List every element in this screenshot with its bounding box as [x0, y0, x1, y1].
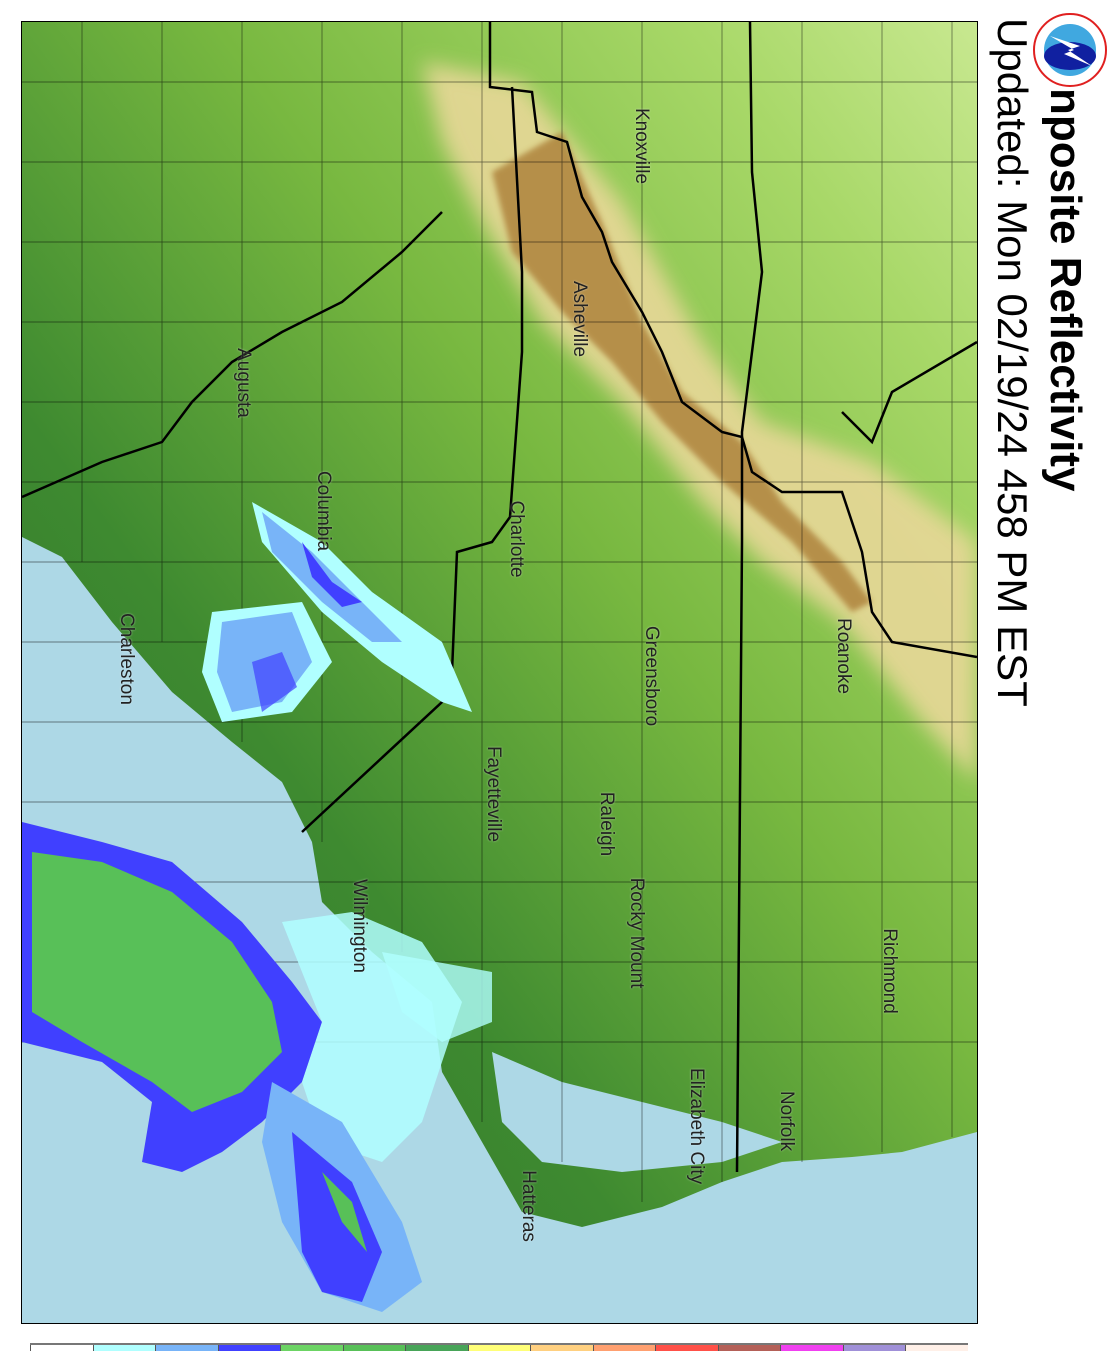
legend-swatch	[405, 1345, 468, 1351]
legend-swatch	[842, 1345, 905, 1351]
mountain-ridge	[492, 132, 872, 612]
legend-swatch	[155, 1345, 218, 1351]
city-label-wilmington: Wilmington	[349, 879, 370, 973]
legend-swatch	[530, 1345, 593, 1351]
city-label-fayetteville: Fayetteville	[483, 745, 504, 843]
legend-swatch	[905, 1345, 968, 1351]
nws-logo-icon	[1033, 13, 1107, 87]
radar-map[interactable]: Knoxville Asheville Augusta Columbia Cha…	[21, 21, 978, 1324]
legend-swatch	[280, 1345, 343, 1351]
city-label-hatteras: Hatteras	[518, 1170, 539, 1242]
radar-echoes	[22, 502, 492, 1312]
legend-swatch	[717, 1345, 780, 1351]
legend-swatch	[655, 1345, 718, 1351]
sound	[492, 1052, 782, 1172]
city-label-charleston: Charleston	[116, 613, 137, 705]
county-lines	[22, 22, 977, 1202]
updated-timestamp: Updated: Mon 02/19/24 458 PM EST	[989, 18, 1036, 707]
city-label-elizabeth-city: Elizabeth City	[686, 1067, 707, 1185]
city-label-knoxville: Knoxville	[631, 107, 652, 185]
city-label-greensboro: Greensboro	[641, 625, 662, 727]
legend-swatch	[780, 1345, 843, 1351]
ocean	[22, 537, 977, 1323]
city-label-roanoke: Roanoke	[833, 617, 854, 695]
legend-swatch	[217, 1345, 280, 1351]
city-label-columbia: Columbia	[313, 470, 334, 552]
map-title: nposite Reflectivity	[1041, 88, 1090, 492]
legend-swatch	[342, 1345, 405, 1351]
city-label-charlotte: Charlotte	[506, 500, 527, 578]
reflectivity-legend	[30, 1343, 968, 1351]
legend-swatch	[592, 1345, 655, 1351]
city-label-richmond: Richmond	[879, 928, 900, 1014]
city-label-rocky-mount: Rocky Mount	[626, 877, 647, 989]
city-label-augusta: Augusta	[233, 348, 254, 418]
city-label-asheville: Asheville	[569, 280, 590, 358]
legend-swatch	[92, 1345, 155, 1351]
city-label-norfolk: Norfolk	[776, 1090, 797, 1152]
legend-swatch	[30, 1345, 93, 1351]
legend-swatch	[467, 1345, 530, 1351]
city-label-raleigh: Raleigh	[596, 791, 617, 857]
map-canvas	[22, 22, 977, 1323]
